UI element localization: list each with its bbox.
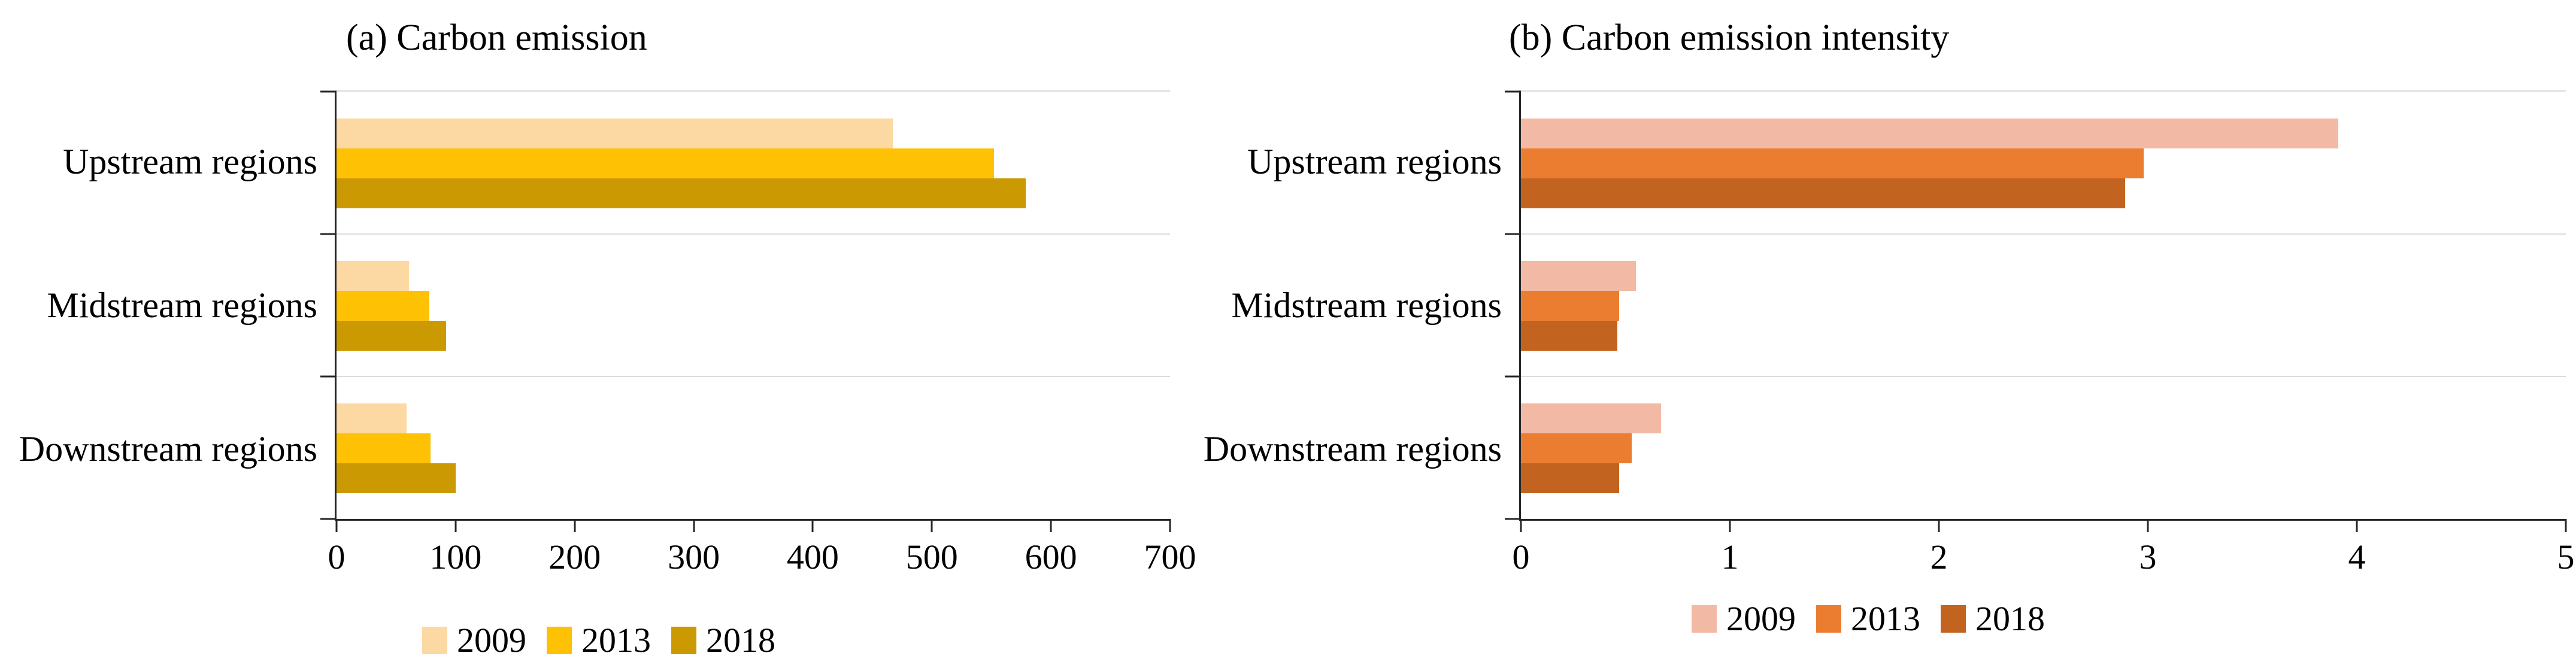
category-axis-tick — [1505, 233, 1521, 235]
bar-2009-midstream — [337, 261, 410, 291]
x-axis-tick-label: 200 — [548, 538, 601, 576]
x-axis-tick — [811, 519, 814, 532]
x-axis-tick-label: 1 — [1721, 538, 1739, 576]
bar-2018-midstream — [337, 321, 446, 351]
chart-a-category-label-downstream: Downstream regions — [19, 429, 317, 469]
x-axis-tick-label: 0 — [1512, 538, 1530, 576]
x-axis-tick — [1169, 519, 1171, 532]
chart-b-category-label-downstream: Downstream regions — [1203, 429, 1502, 469]
x-axis-tick — [1520, 519, 1522, 532]
category-axis-tick — [320, 375, 337, 378]
bar-2013-midstream — [337, 291, 430, 321]
legend-label-2018: 2018 — [1975, 599, 2045, 638]
chart-a-plot-area: 0 100 200 300 400 500 600 700 — [320, 90, 1196, 576]
x-axis-tick-label: 600 — [1025, 538, 1077, 576]
legend-swatch-2009 — [1692, 605, 1717, 633]
bar-2009-upstream — [337, 119, 893, 148]
x-axis-tick — [2565, 519, 2567, 532]
x-axis-tick-label: 3 — [2139, 538, 2157, 576]
chart-b-legend: 2009 2013 2018 — [1692, 601, 2045, 637]
x-axis-tick-label: 2 — [1930, 538, 1948, 576]
x-axis-tick — [693, 519, 695, 532]
x-axis-tick-label: 400 — [786, 538, 839, 576]
category-axis-tick — [320, 90, 337, 93]
bar-2018-downstream — [1521, 463, 1620, 493]
category-divider-gridline — [337, 233, 1170, 235]
chart-a-category-label-midstream: Midstream regions — [47, 286, 317, 325]
legend-item-2018: 2018 — [1941, 601, 2045, 637]
category-divider-gridline — [1521, 233, 2566, 235]
legend-item-2009: 2009 — [422, 622, 526, 658]
category-axis-tick — [320, 233, 337, 235]
bar-2009-downstream — [337, 403, 407, 433]
x-axis-tick-label: 700 — [1144, 538, 1196, 576]
legend-swatch-2013 — [547, 627, 572, 654]
x-axis-tick — [454, 519, 457, 532]
bar-2018-midstream — [1521, 321, 1617, 351]
legend-swatch-2018 — [1941, 605, 1966, 633]
x-axis-tick-label: 0 — [328, 538, 346, 576]
bar-2009-midstream — [1521, 261, 1636, 291]
legend-label-2013: 2013 — [581, 621, 651, 660]
category-axis-tick — [1505, 375, 1521, 378]
x-axis-tick — [2356, 519, 2358, 532]
x-axis-tick-label: 500 — [905, 538, 958, 576]
legend-item-2013: 2013 — [1816, 601, 1920, 637]
bar-2018-upstream — [337, 178, 1026, 208]
chart-b-plot-area: 0 1 2 3 4 5 — [1505, 90, 2575, 576]
x-axis-tick — [335, 519, 338, 532]
x-axis-tick — [574, 519, 576, 532]
bar-2018-downstream — [337, 463, 456, 493]
category-axis-tick — [320, 518, 337, 520]
x-axis-tick-label: 5 — [2557, 538, 2575, 576]
x-axis-tick — [2147, 519, 2149, 532]
bar-2013-upstream — [1521, 148, 2144, 178]
legend-item-2013: 2013 — [547, 622, 651, 658]
legend-item-2009: 2009 — [1692, 601, 1796, 637]
x-axis-tick-label: 300 — [668, 538, 720, 576]
legend-swatch-2009 — [422, 627, 447, 654]
bar-2013-downstream — [337, 433, 431, 463]
chart-a-category-label-upstream: Upstream regions — [63, 142, 317, 181]
x-axis-tick — [1729, 519, 1731, 532]
chart-b-title: (b) Carbon emission intensity — [1509, 17, 1950, 58]
bar-2013-midstream — [1521, 291, 1620, 321]
legend-swatch-2018 — [671, 627, 696, 654]
chart-a-title: (a) Carbon emission — [346, 17, 647, 58]
x-axis-tick — [1938, 519, 1940, 532]
chart-b-category-label-upstream: Upstream regions — [1247, 142, 1502, 181]
x-axis-tick-label: 4 — [2348, 538, 2366, 576]
category-divider-gridline — [1521, 376, 2566, 377]
bar-2009-downstream — [1521, 403, 1661, 433]
legend-label-2013: 2013 — [1851, 599, 1920, 638]
category-axis-tick — [1505, 90, 1521, 93]
legend-label-2018: 2018 — [706, 621, 775, 660]
legend-label-2009: 2009 — [457, 621, 526, 660]
legend-swatch-2013 — [1816, 605, 1841, 633]
bar-2009-upstream — [1521, 119, 2338, 148]
bar-2018-upstream — [1521, 178, 2125, 208]
bar-2013-upstream — [337, 148, 994, 178]
bar-2013-downstream — [1521, 433, 1632, 463]
legend-label-2009: 2009 — [1726, 599, 1796, 638]
category-divider-gridline — [337, 376, 1170, 377]
x-axis-tick — [931, 519, 933, 532]
x-axis-tick — [1050, 519, 1052, 532]
x-axis-tick-label: 100 — [429, 538, 482, 576]
legend-item-2018: 2018 — [671, 622, 775, 658]
chart-a-legend: 2009 2013 2018 — [422, 622, 775, 658]
chart-b-category-label-midstream: Midstream regions — [1231, 286, 1502, 325]
category-axis-tick — [1505, 518, 1521, 520]
